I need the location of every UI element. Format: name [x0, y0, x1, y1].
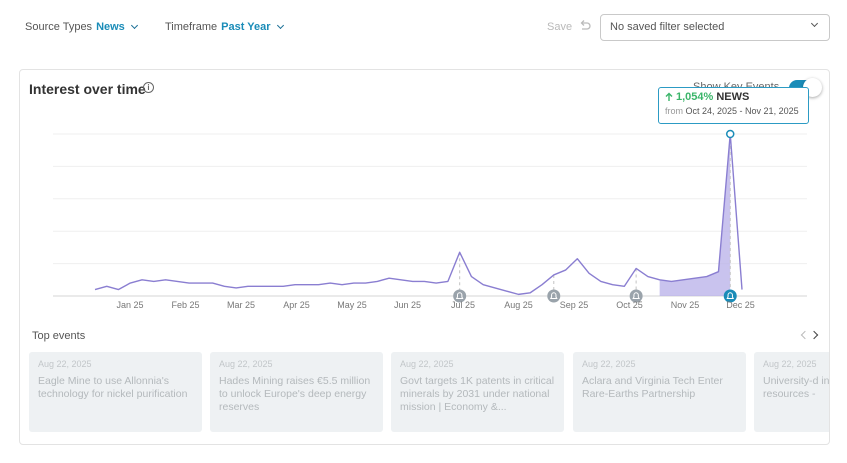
filter-bar: Source Types News Timeframe Past Year Sa… — [0, 0, 847, 56]
key-event-marker — [453, 289, 467, 303]
event-card[interactable]: Aug 22, 2025 University-d institute-for … — [754, 352, 829, 432]
chevron-left-icon[interactable] — [800, 330, 810, 340]
event-title: Govt targets 1K patents in critical mine… — [400, 375, 555, 413]
event-card[interactable]: Aug 22, 2025 Govt targets 1K patents in … — [391, 352, 564, 432]
source-types-filter[interactable]: Source Types News — [25, 21, 138, 33]
series-line — [94, 133, 743, 296]
x-tick-label: Mar 25 — [227, 300, 255, 310]
save-button[interactable]: Save — [547, 21, 573, 33]
event-date: Aug 22, 2025 — [38, 359, 92, 369]
event-date: Aug 22, 2025 — [763, 359, 817, 369]
timeframe-label: Timeframe — [165, 21, 218, 33]
event-title: Eagle Mine to use Allonnia's technology … — [38, 375, 188, 400]
tooltip-from-label: from — [665, 106, 683, 116]
source-types-label: Source Types — [25, 21, 93, 33]
x-tick-label: Dec 25 — [726, 300, 755, 310]
chevron-down-icon — [810, 19, 819, 28]
event-title: University-d institute-for resources - — [763, 375, 829, 400]
event-card[interactable]: Aug 22, 2025 Hades Mining raises €5.5 mi… — [210, 352, 383, 432]
bell-icon — [632, 292, 640, 299]
arrow-up-icon — [665, 92, 673, 101]
key-event-marker — [629, 289, 643, 303]
x-tick-label: Jun 25 — [394, 300, 421, 310]
top-events-label: Top events — [32, 330, 86, 342]
key-event-marker — [547, 289, 561, 303]
chevron-right-icon[interactable] — [809, 330, 819, 340]
tooltip-source: NEWS — [716, 91, 750, 103]
event-date: Aug 22, 2025 — [219, 359, 273, 369]
undo-icon[interactable] — [578, 19, 592, 33]
key-event-marker — [723, 289, 737, 303]
chevron-down-icon — [276, 21, 284, 30]
timeframe-value: Past Year — [221, 21, 271, 33]
chevron-down-icon — [130, 21, 138, 30]
saved-filter-select[interactable]: No saved filter selected — [600, 14, 830, 41]
interest-chart[interactable]: Jan 25 Feb 25 Mar 25 Apr 25 May 25 Jun 25 Jul … — [20, 70, 831, 320]
bell-icon — [549, 292, 558, 299]
x-tick-label: Oct 25 — [616, 300, 643, 310]
event-title: Hades Mining raises €5.5 million to unlo… — [219, 375, 371, 413]
top-events-list: Aug 22, 2025 Eagle Mine to use Allonnia'… — [29, 352, 829, 432]
x-tick-label: May 25 — [337, 300, 367, 310]
bell-icon — [726, 292, 735, 299]
interest-over-time-card: Jan 25 Feb 25 Mar 25 Apr 25 May 25 Jun 25 Jul … — [19, 69, 830, 445]
peak-tooltip: 1,054% NEWS from Oct 24, 2025 - Nov 21, … — [658, 87, 809, 124]
x-tick-label: Jul 25 — [451, 300, 475, 310]
x-tick-label: Jan 25 — [116, 300, 143, 310]
event-card[interactable]: Aug 22, 2025 Aclara and Virginia Tech En… — [573, 352, 746, 432]
x-tick-label: Feb 25 — [171, 300, 199, 310]
event-title: Aclara and Virginia Tech Enter Rare-Eart… — [582, 375, 723, 400]
timeframe-filter[interactable]: Timeframe Past Year — [165, 21, 284, 33]
event-date: Aug 22, 2025 — [582, 359, 636, 369]
highlight-area — [659, 134, 731, 296]
card-title: Interest over time — [29, 81, 146, 97]
saved-filter-text: No saved filter selected — [610, 21, 725, 33]
source-types-value: News — [96, 21, 125, 33]
x-tick-label: Sep 25 — [560, 300, 589, 310]
bell-icon — [455, 292, 464, 299]
info-icon[interactable]: i — [143, 82, 154, 93]
event-date: Aug 22, 2025 — [400, 359, 454, 369]
peak-point — [725, 129, 735, 139]
x-tick-label: Nov 25 — [671, 300, 700, 310]
tooltip-range: Oct 24, 2025 - Nov 21, 2025 — [685, 106, 799, 116]
event-card[interactable]: Aug 22, 2025 Eagle Mine to use Allonnia'… — [29, 352, 202, 432]
x-tick-label: Apr 25 — [283, 300, 310, 310]
tooltip-change: 1,054% — [676, 91, 714, 103]
x-tick-label: Aug 25 — [504, 300, 533, 310]
